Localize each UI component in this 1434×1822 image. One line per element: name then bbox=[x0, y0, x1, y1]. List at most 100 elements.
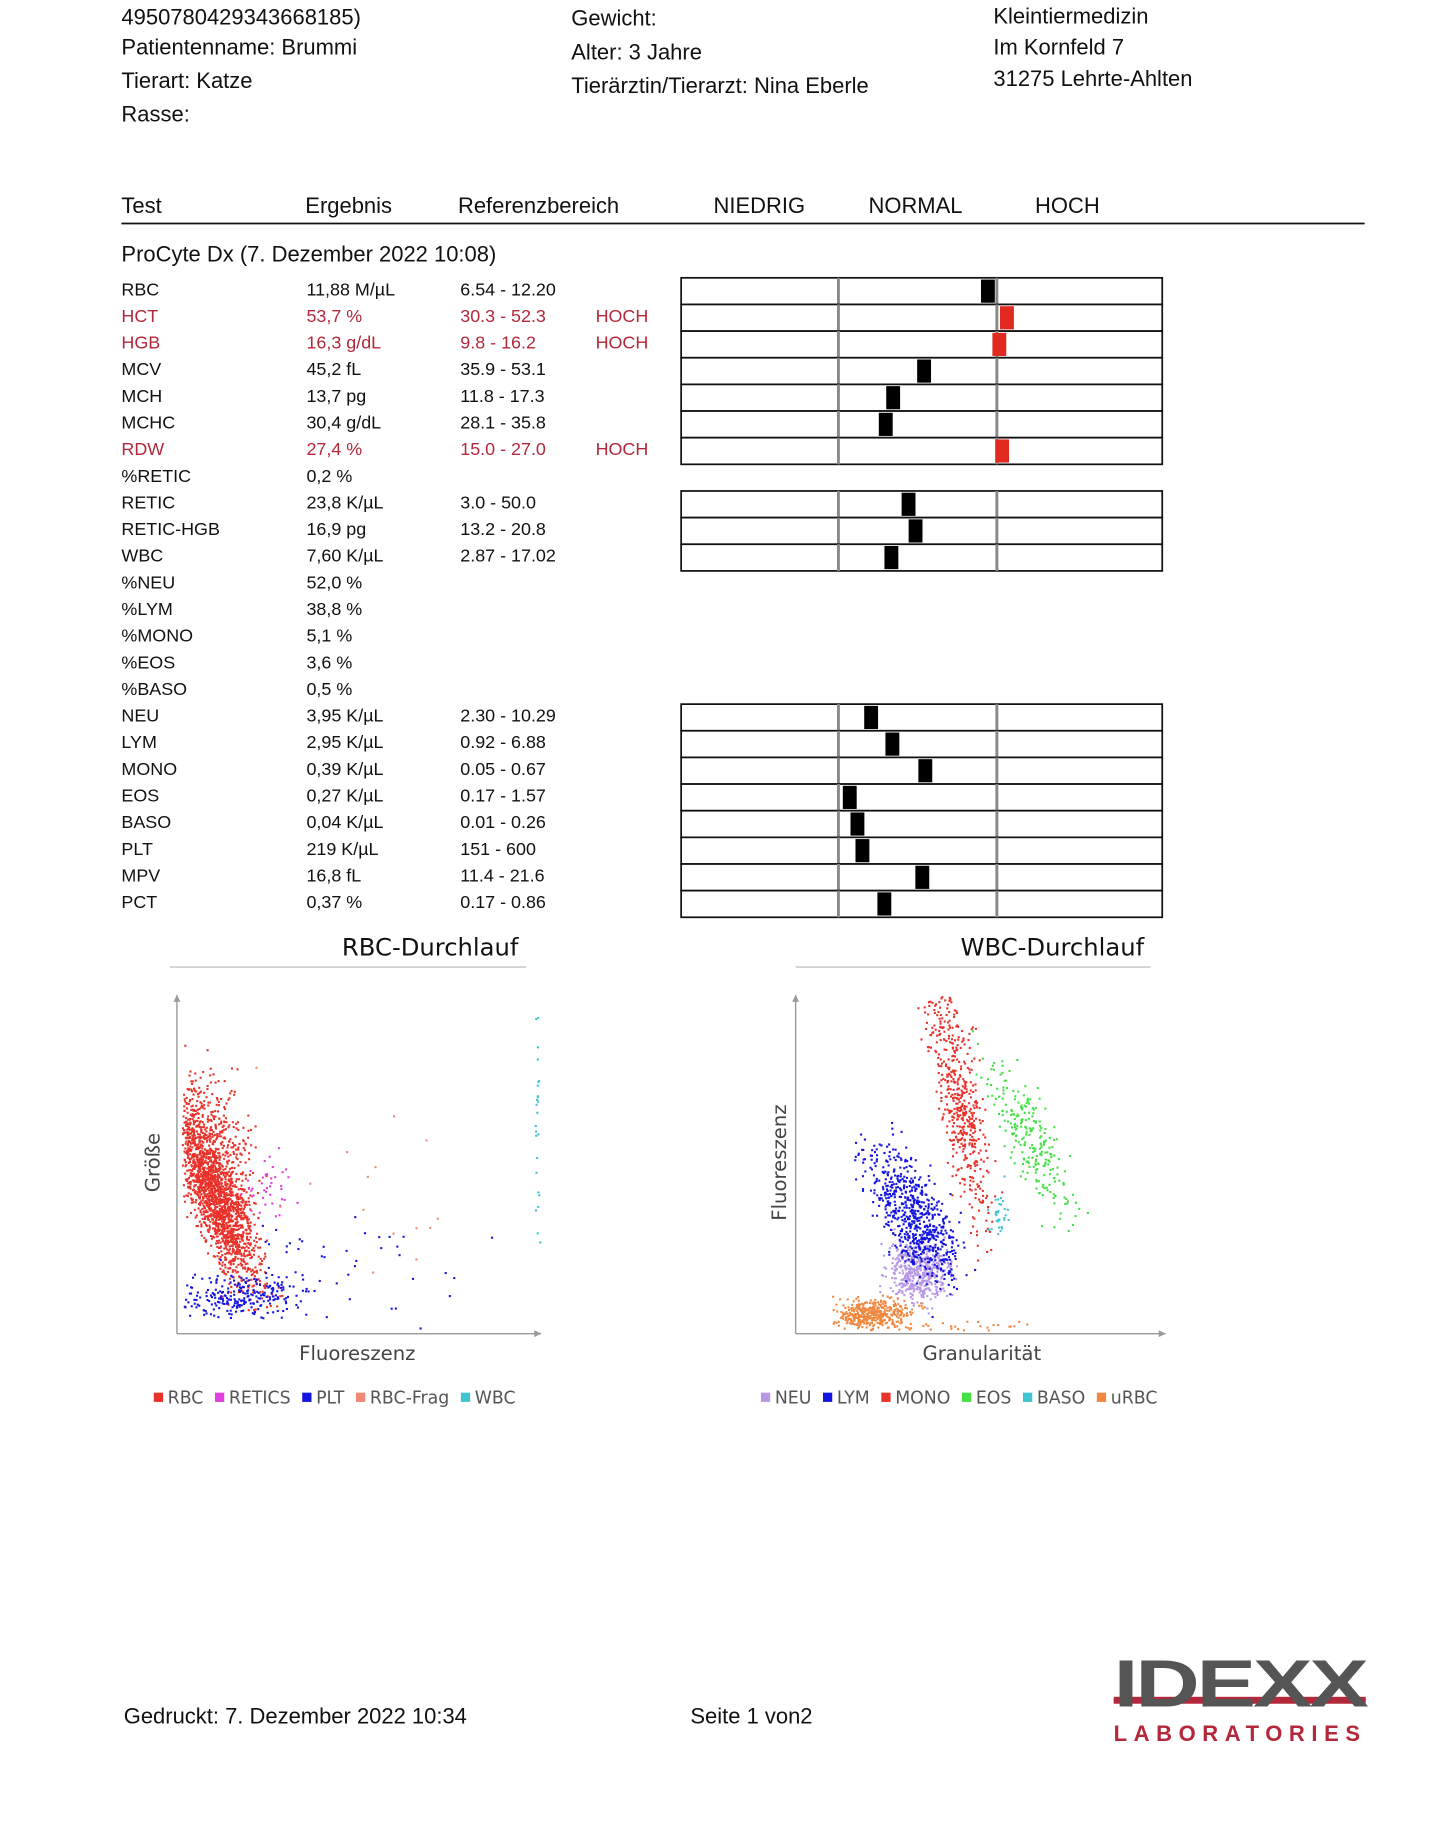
scatter-dot bbox=[895, 1246, 898, 1249]
scatter-dot bbox=[870, 1168, 874, 1171]
scatter-dot bbox=[969, 1089, 972, 1092]
scatter-dot bbox=[878, 1204, 881, 1207]
scatter-dot bbox=[237, 1257, 240, 1260]
scatter-dot bbox=[230, 1209, 233, 1212]
scatter-dot bbox=[982, 1201, 985, 1204]
scatter-dot bbox=[268, 1296, 271, 1299]
scatter-dot bbox=[908, 1249, 911, 1252]
scatter-dot bbox=[940, 1065, 943, 1068]
scatter-dot bbox=[239, 1196, 242, 1199]
scatter-dot bbox=[939, 1039, 942, 1042]
scatter-dot bbox=[961, 1150, 964, 1153]
scatter-dot bbox=[226, 1160, 229, 1163]
scatter-dot bbox=[919, 1288, 922, 1291]
scatter-dot bbox=[244, 1228, 247, 1231]
scatter-dot bbox=[218, 1194, 221, 1197]
scatter-dot bbox=[229, 1259, 232, 1262]
scatter-dot bbox=[909, 1296, 912, 1299]
scatter-dot bbox=[205, 1181, 208, 1184]
scatter-dot bbox=[955, 1046, 958, 1049]
scatter-dot bbox=[920, 1241, 923, 1244]
scatter-dot bbox=[892, 1272, 895, 1275]
scatter-dot bbox=[860, 1321, 863, 1324]
scatter-dot bbox=[880, 1242, 883, 1245]
scatter-dot bbox=[1051, 1168, 1054, 1171]
scatter-dot bbox=[243, 1266, 246, 1269]
scatter-dot bbox=[962, 1060, 966, 1063]
scatter-dot bbox=[889, 1287, 892, 1290]
scatter-dot bbox=[857, 1327, 860, 1330]
scatter-dot bbox=[196, 1303, 199, 1306]
test-result: 219 K/µL bbox=[306, 839, 378, 859]
scatter-dot bbox=[927, 1324, 930, 1327]
scatter-dot bbox=[218, 1233, 221, 1236]
scatter-dot bbox=[916, 1301, 919, 1304]
scatter-dot bbox=[257, 1217, 260, 1220]
scatter-dot bbox=[230, 1166, 234, 1170]
scatter-dot bbox=[952, 1165, 955, 1168]
scatter-dot bbox=[225, 1302, 228, 1305]
scatter-dot bbox=[926, 1244, 929, 1247]
scatter-dot bbox=[929, 1000, 932, 1003]
scatter-dot bbox=[970, 1111, 973, 1114]
scatter-dot bbox=[217, 1202, 220, 1205]
scatter-dot bbox=[965, 1112, 968, 1115]
scatter-dot bbox=[901, 1240, 904, 1243]
scatter-dot bbox=[903, 1206, 906, 1209]
scatter-dot bbox=[208, 1160, 212, 1163]
scatter-dot bbox=[919, 1256, 922, 1259]
scatter-dot bbox=[224, 1117, 228, 1120]
scatter-dot bbox=[882, 1166, 885, 1169]
scatter-dot bbox=[240, 1201, 243, 1204]
scatter-dot bbox=[195, 1090, 198, 1093]
scatter-dot bbox=[920, 1280, 923, 1283]
scatter-dot bbox=[1034, 1171, 1037, 1174]
scatter-dot bbox=[202, 1176, 205, 1179]
scatter-dot bbox=[1052, 1196, 1055, 1199]
scatter-dot bbox=[211, 1149, 214, 1152]
scatter-dot bbox=[893, 1325, 897, 1328]
scatter-dot bbox=[254, 1280, 257, 1283]
scatter-dot bbox=[931, 1032, 934, 1035]
scatter-dot bbox=[209, 1127, 212, 1130]
scatter-dot bbox=[879, 1312, 882, 1315]
scatter-dot bbox=[220, 1223, 223, 1227]
scatter-dot bbox=[849, 1313, 852, 1316]
scatter-dot bbox=[237, 1196, 240, 1199]
scatter-dot bbox=[284, 1168, 288, 1171]
scatter-dot bbox=[875, 1316, 878, 1319]
scatter-dot bbox=[279, 1286, 283, 1289]
scatter-dot bbox=[237, 1244, 240, 1248]
scatter-dot bbox=[952, 1054, 955, 1057]
scatter-dot bbox=[918, 1178, 921, 1181]
scatter-dot bbox=[908, 1285, 911, 1288]
scatter-dot bbox=[906, 1252, 909, 1255]
scatter-dot bbox=[239, 1240, 242, 1243]
scatter-dot bbox=[200, 1128, 203, 1131]
scatter-dot bbox=[910, 1189, 913, 1192]
scatter-dot bbox=[953, 1016, 956, 1019]
test-result: 16,8 fL bbox=[306, 865, 361, 885]
result-marker bbox=[918, 759, 933, 783]
scatter-dot bbox=[931, 1235, 934, 1238]
scatter-dot bbox=[243, 1188, 246, 1191]
scatter-dot bbox=[240, 1310, 243, 1313]
scatter-dot bbox=[884, 1301, 887, 1305]
scatter-dot bbox=[213, 1209, 216, 1212]
scatter-dot bbox=[202, 1106, 205, 1109]
scatter-dot bbox=[243, 1242, 246, 1245]
scatter-dot bbox=[260, 1263, 263, 1266]
scatter-dot bbox=[217, 1239, 221, 1242]
scatter-dot bbox=[991, 1064, 994, 1067]
scatter-dot bbox=[210, 1187, 213, 1190]
scatter-dot bbox=[844, 1318, 847, 1321]
scatter-dot bbox=[929, 1233, 932, 1236]
scatter-dot bbox=[211, 1214, 214, 1217]
scatter-dot bbox=[264, 1255, 267, 1258]
scatter-dot bbox=[215, 1239, 218, 1242]
legend-label: BASO bbox=[1037, 1388, 1085, 1408]
scatter-dot bbox=[940, 1079, 943, 1082]
scatter-dot bbox=[242, 1146, 245, 1149]
scatter-dot bbox=[346, 1151, 349, 1154]
scatter-dot bbox=[959, 1075, 962, 1078]
